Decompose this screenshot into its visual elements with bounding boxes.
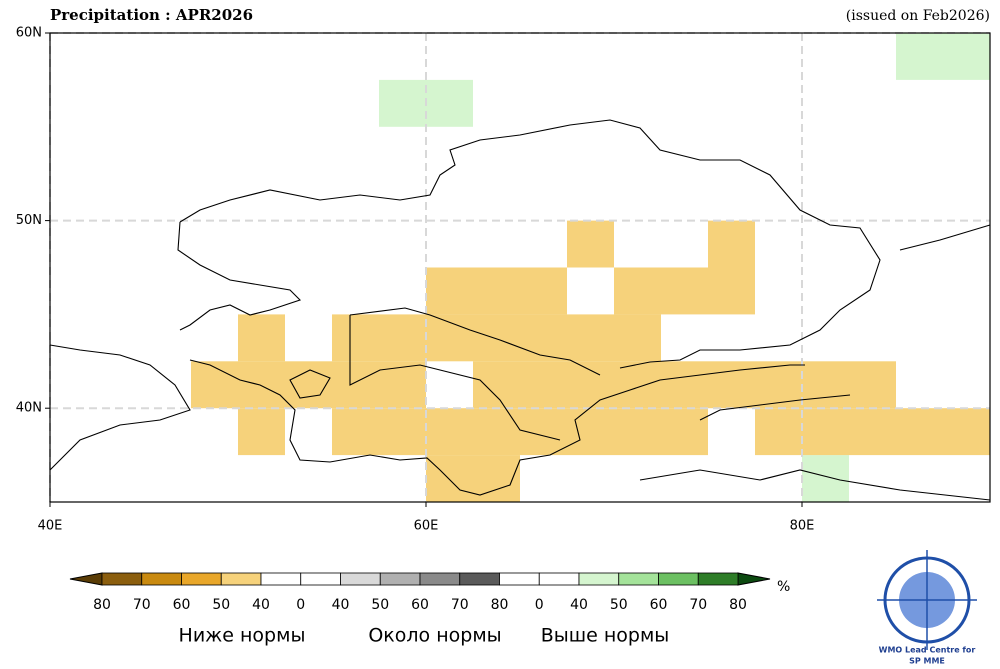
colorbar-tick-label: 70 (133, 597, 151, 613)
logo-text: SP MME (909, 657, 945, 666)
map-frame (49, 32, 991, 503)
grid-cell (567, 220, 614, 268)
cells (191, 33, 990, 502)
x-tick-label: 80E (790, 519, 815, 534)
grid-cell (426, 455, 520, 502)
colorbar-tick-label: 0 (535, 597, 544, 613)
colorbar-swatch (141, 572, 182, 586)
colorbar-tick-label: 60 (173, 597, 191, 613)
colorbar-tick-label: 70 (451, 597, 469, 613)
wmo-logo: WMO Lead Centre for SP MME (877, 550, 977, 666)
axis-ticks: 40E 60E 80E 40N 50N 60N (16, 26, 815, 534)
grid-cell (332, 314, 661, 362)
colorbar-group-label: Ниже нормы (179, 625, 306, 647)
colorbar-tick-label: 80 (93, 597, 111, 613)
coastlines (49, 119, 991, 501)
x-tick-label: 40E (38, 519, 63, 534)
colorbar-tick-label: 40 (570, 597, 588, 613)
grid-cell (755, 408, 990, 456)
grid-cell (426, 267, 567, 315)
colorbar-swatch (658, 572, 699, 586)
colorbar-tick-label: 50 (610, 597, 628, 613)
colorbar-tick-label: 70 (689, 597, 707, 613)
colorbar-swatch (181, 572, 222, 586)
colorbar: 80 70 60 50 40 0 40 50 60 70 80 0 40 50 60 70 80% Ниже но… (69, 572, 790, 647)
colorbar-swatch (419, 572, 461, 586)
grid-cell (614, 267, 755, 315)
colorbar-tick-label: 80 (729, 597, 747, 613)
grid-cell (802, 455, 849, 502)
title: Precipitation : APR2026 (50, 6, 253, 24)
colorbar-tick-label: 40 (332, 597, 350, 613)
grid-cell (238, 314, 285, 362)
colorbar-swatch (499, 572, 540, 586)
grid-cell (473, 361, 896, 409)
y-tick-label: 40N (16, 401, 42, 416)
colorbar-swatch (300, 572, 341, 586)
grid-cell (332, 408, 708, 456)
colorbar-swatch (459, 572, 500, 586)
colorbar-group-label: Выше нормы (541, 625, 670, 647)
colorbar-swatch (101, 572, 143, 586)
x-tick-label: 60E (414, 519, 439, 534)
colorbar-unit: % (777, 579, 790, 595)
colorbar-tick-label: 0 (296, 597, 305, 613)
colorbar-tick-label: 60 (411, 597, 429, 613)
colorbar-tick-label: 50 (371, 597, 389, 613)
grid-cell (896, 33, 990, 80)
grid-cell (238, 408, 285, 456)
colorbar-swatch (220, 572, 262, 586)
colorbar-swatch (618, 572, 659, 586)
colorbar-tick-label: 80 (491, 597, 509, 613)
colorbar-swatch (538, 572, 580, 586)
colorbar-tick-label: 60 (650, 597, 668, 613)
colorbar-swatch (379, 572, 421, 586)
colorbar-swatch (340, 572, 381, 586)
y-tick-label: 50N (16, 213, 42, 228)
colorbar-tick-label: 40 (252, 597, 270, 613)
colorbar-swatch (697, 572, 739, 586)
colorbar-swatch (578, 572, 620, 586)
subtitle: (issued on Feb2026) (846, 8, 990, 24)
grid-cell (708, 220, 755, 268)
colorbar-group-label: Около нормы (368, 625, 501, 647)
colorbar-tick-label: 50 (212, 597, 230, 613)
y-tick-label: 60N (16, 26, 42, 41)
logo-text: WMO Lead Centre for (879, 646, 976, 655)
colorbar-under (69, 572, 103, 586)
colorbar-swatch (260, 572, 302, 586)
colorbar-over (737, 572, 771, 586)
